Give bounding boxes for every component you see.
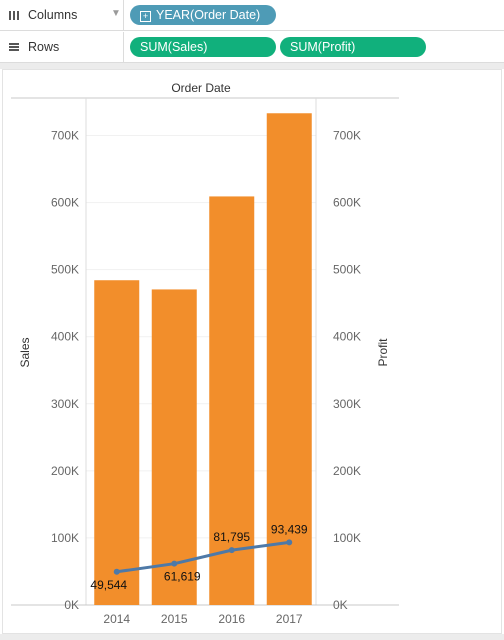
profit-point — [171, 560, 178, 567]
pill-sum-profit-label: SUM(Profit) — [290, 40, 356, 54]
visualization-pane: 0K 0K 100K 100K 200K 200K 300K 300K 400K 400K 500K… — [2, 69, 502, 634]
sales-bar — [266, 113, 312, 605]
pill-year-order-date[interactable]: + YEAR(Order Date) — [130, 5, 276, 25]
profit-data-label: 61,619 — [164, 570, 201, 584]
dual-axis-chart[interactable]: 0K 0K 100K 100K 200K 200K 300K 300K 400K 400K 500K… — [3, 70, 501, 633]
y2-tick-label: 700K — [333, 129, 361, 143]
y-tick-label: 500K — [51, 263, 79, 277]
pill-year-order-date-label: YEAR(Order Date) — [156, 8, 261, 22]
y2-tick-label: 600K — [333, 196, 361, 210]
y2-tick-label: 400K — [333, 330, 361, 344]
y2-tick-label: 200K — [333, 464, 361, 478]
profit-data-label: 81,795 — [213, 530, 250, 544]
y2-tick-label: 300K — [333, 397, 361, 411]
y-tick-label: 0K — [64, 598, 79, 612]
sales-bar — [151, 289, 197, 605]
x-tick-label: 2016 — [218, 612, 245, 626]
rows-shelf-label: Rows — [0, 32, 124, 62]
y2-tick-label: 0K — [333, 598, 348, 612]
y-axis-label-sales: Sales — [18, 337, 32, 367]
x-tick-label: 2017 — [276, 612, 303, 626]
columns-label-text: Columns — [28, 8, 78, 22]
expand-plus-icon[interactable]: + — [140, 11, 151, 22]
columns-shelf-label: Columns ▼ — [0, 0, 124, 30]
profit-data-label: 49,544 — [90, 578, 127, 592]
sales-bar — [209, 196, 255, 605]
chart-title: Order Date — [171, 81, 231, 95]
y-tick-label: 200K — [51, 464, 79, 478]
shelf-divider — [0, 63, 504, 69]
rows-shelf: Rows SUM(Sales) SUM(Profit) — [0, 32, 504, 63]
sales-bar — [94, 280, 140, 605]
rows-icon — [8, 41, 20, 53]
columns-icon — [8, 9, 20, 21]
x-tick-label: 2014 — [103, 612, 130, 626]
profit-point — [113, 568, 120, 575]
profit-point — [286, 539, 293, 546]
y-tick-label: 600K — [51, 196, 79, 210]
pill-sum-sales-label: SUM(Sales) — [140, 40, 208, 54]
y2-tick-label: 100K — [333, 531, 361, 545]
rows-label-text: Rows — [28, 40, 60, 54]
y-tick-label: 400K — [51, 330, 79, 344]
y2-tick-label: 500K — [333, 263, 361, 277]
x-tick-label: 2015 — [161, 612, 188, 626]
columns-shelf: Columns ▼ + YEAR(Order Date) — [0, 0, 504, 31]
profit-data-label: 93,439 — [271, 522, 308, 536]
profit-point — [228, 547, 235, 554]
pill-sum-profit[interactable]: SUM(Profit) — [280, 37, 426, 57]
chevron-down-icon[interactable]: ▼ — [111, 8, 121, 19]
y-tick-label: 300K — [51, 397, 79, 411]
y-axis-label-profit: Profit — [376, 338, 390, 367]
y-tick-label: 700K — [51, 129, 79, 143]
pill-sum-sales[interactable]: SUM(Sales) — [130, 37, 276, 57]
bottom-divider — [0, 634, 504, 640]
profit-line — [116, 540, 290, 574]
y-tick-label: 100K — [51, 531, 79, 545]
